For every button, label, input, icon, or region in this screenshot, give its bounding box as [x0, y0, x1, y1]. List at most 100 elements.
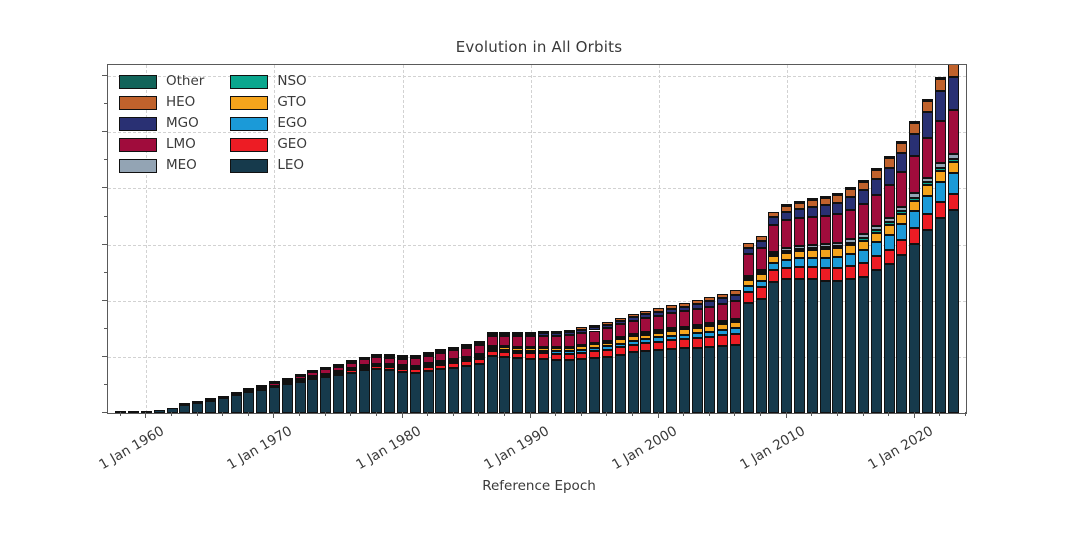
bar-segment-lmo: [896, 172, 907, 207]
bar-segment-ego: [679, 335, 690, 340]
bar-stack[interactable]: [896, 142, 907, 413]
bar-stack[interactable]: [820, 198, 831, 413]
y-tick-major: [102, 75, 107, 76]
bar-stack[interactable]: [512, 332, 523, 413]
bar-stack[interactable]: [589, 325, 600, 413]
bar-stack[interactable]: [448, 347, 459, 413]
bar-segment-gto: [564, 348, 575, 351]
bar-stack[interactable]: [666, 305, 677, 413]
x-tick-minor: [683, 412, 684, 416]
bar-stack[interactable]: [128, 412, 139, 413]
bar-stack[interactable]: [845, 189, 856, 413]
bar-stack[interactable]: [884, 158, 895, 413]
bar-segment-heo: [359, 357, 370, 359]
bar-stack[interactable]: [359, 358, 370, 413]
bar-stack[interactable]: [871, 170, 882, 413]
bar-segment-mgo: [602, 325, 613, 328]
bar-segment-lmo: [807, 217, 818, 245]
bar-stack[interactable]: [295, 375, 306, 413]
bar-stack[interactable]: [243, 390, 254, 413]
bar-segment-heo: [807, 200, 818, 207]
bar-stack[interactable]: [154, 410, 165, 413]
bar-segment-ego: [832, 257, 843, 268]
bar-stack[interactable]: [615, 318, 626, 413]
bar-segment-lmo: [269, 383, 280, 385]
bar-segment-leo: [692, 348, 703, 413]
bar-stack[interactable]: [832, 195, 843, 413]
bar-stack[interactable]: [730, 290, 741, 413]
bar-stack[interactable]: [461, 344, 472, 413]
bar-stack[interactable]: [205, 400, 216, 413]
bar-stack[interactable]: [499, 332, 510, 413]
bar-stack[interactable]: [282, 379, 293, 413]
bar-stack[interactable]: [948, 65, 959, 413]
bar-stack[interactable]: [551, 331, 562, 413]
x-tick-major: [658, 412, 659, 418]
bar-stack[interactable]: [576, 327, 587, 413]
bar-stack[interactable]: [807, 200, 818, 413]
bar-stack[interactable]: [743, 243, 754, 413]
bar-stack[interactable]: [333, 366, 344, 413]
bar-segment-heo: [371, 354, 382, 356]
bar-stack[interactable]: [628, 314, 639, 413]
bar-stack[interactable]: [756, 236, 767, 413]
bar-stack[interactable]: [435, 350, 446, 413]
bar-stack[interactable]: [794, 203, 805, 413]
bar-segment-other: [832, 193, 843, 195]
bar-segment-geo: [845, 266, 856, 280]
bar-stack[interactable]: [781, 206, 792, 413]
bar-segment-ego: [538, 351, 549, 353]
bar-stack[interactable]: [231, 394, 242, 413]
bar-segment-lmo: [359, 359, 370, 365]
bar-segment-geo: [615, 347, 626, 355]
bar-segment-other: [871, 168, 882, 170]
bar-segment-leo: [884, 264, 895, 413]
bar-stack[interactable]: [525, 332, 536, 413]
x-tick-minor: [888, 412, 889, 416]
bar-stack[interactable]: [346, 362, 357, 413]
bar-segment-mgo: [871, 179, 882, 194]
bar-stack[interactable]: [167, 408, 178, 413]
bar-stack[interactable]: [653, 308, 664, 413]
bar-stack[interactable]: [218, 397, 229, 413]
bar-segment-geo: [333, 373, 344, 375]
bar-stack[interactable]: [179, 405, 190, 413]
bar-stack[interactable]: [410, 356, 421, 413]
bar-stack[interactable]: [487, 332, 498, 413]
bar-stack[interactable]: [538, 331, 549, 413]
bar-stack[interactable]: [692, 300, 703, 413]
bar-stack[interactable]: [704, 297, 715, 413]
bar-stack[interactable]: [141, 412, 152, 413]
bar-stack[interactable]: [909, 123, 920, 413]
x-tick-minor: [632, 412, 633, 416]
bar-segment-geo: [384, 367, 395, 370]
bar-stack[interactable]: [269, 383, 280, 413]
bar-stack[interactable]: [922, 100, 933, 413]
bar-stack[interactable]: [384, 356, 395, 413]
bar-stack[interactable]: [307, 371, 318, 413]
x-tick-minor: [504, 412, 505, 416]
bar-stack[interactable]: [564, 330, 575, 413]
bar-segment-heo: [333, 364, 344, 366]
bar-stack[interactable]: [423, 353, 434, 413]
bar-segment-heo: [256, 385, 267, 387]
bar-stack[interactable]: [717, 294, 728, 413]
bar-stack[interactable]: [474, 341, 485, 413]
bar-segment-gto: [640, 335, 651, 339]
bar-segment-leo: [205, 401, 216, 413]
bar-stack[interactable]: [256, 387, 267, 413]
bar-stack[interactable]: [640, 311, 651, 413]
bar-stack[interactable]: [768, 212, 779, 413]
bar-stack[interactable]: [858, 181, 869, 413]
bar-stack[interactable]: [371, 356, 382, 413]
bar-segment-heo: [410, 355, 421, 357]
bar-segment-leo: [320, 377, 331, 413]
bar-segment-ego: [756, 281, 767, 288]
bar-segment-meo: [909, 193, 920, 197]
y-tick-major: [102, 300, 107, 301]
bar-stack[interactable]: [397, 356, 408, 413]
bar-stack[interactable]: [935, 78, 946, 413]
bar-stack[interactable]: [320, 369, 331, 414]
bar-stack[interactable]: [602, 322, 613, 413]
bar-stack[interactable]: [679, 303, 690, 413]
